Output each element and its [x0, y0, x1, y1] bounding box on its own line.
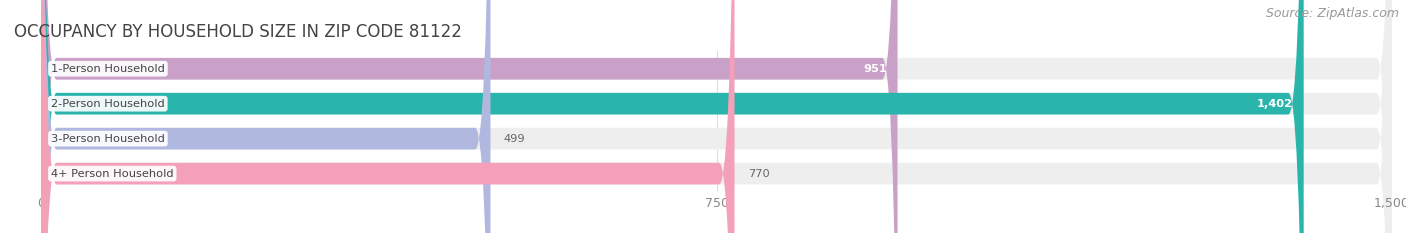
Text: 2-Person Household: 2-Person Household	[51, 99, 165, 109]
FancyBboxPatch shape	[41, 0, 1392, 233]
FancyBboxPatch shape	[41, 0, 897, 233]
FancyBboxPatch shape	[41, 0, 1392, 233]
FancyBboxPatch shape	[41, 0, 734, 233]
Text: OCCUPANCY BY HOUSEHOLD SIZE IN ZIP CODE 81122: OCCUPANCY BY HOUSEHOLD SIZE IN ZIP CODE …	[14, 23, 463, 41]
Text: 499: 499	[503, 134, 526, 144]
FancyBboxPatch shape	[41, 0, 1303, 233]
FancyBboxPatch shape	[41, 0, 1392, 233]
Text: 1-Person Household: 1-Person Household	[51, 64, 165, 74]
Text: 1,402: 1,402	[1257, 99, 1294, 109]
Text: 3-Person Household: 3-Person Household	[51, 134, 165, 144]
FancyBboxPatch shape	[41, 0, 491, 233]
Text: 951: 951	[863, 64, 887, 74]
FancyBboxPatch shape	[41, 0, 1392, 233]
Text: 4+ Person Household: 4+ Person Household	[51, 169, 173, 178]
Text: 770: 770	[748, 169, 769, 178]
Text: Source: ZipAtlas.com: Source: ZipAtlas.com	[1265, 7, 1399, 20]
